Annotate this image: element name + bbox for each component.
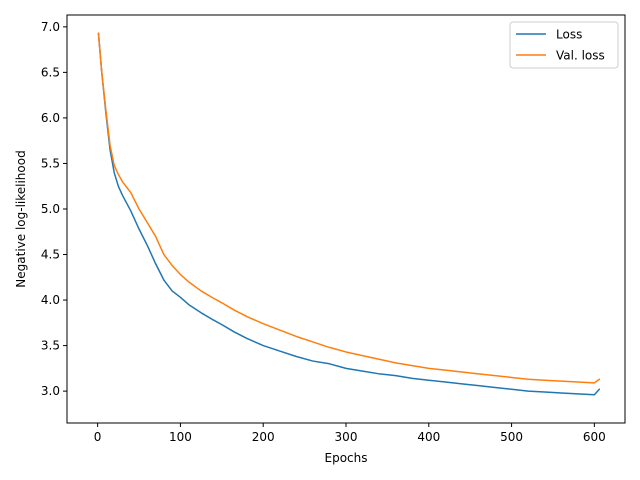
x-tick-label: 400 [417, 430, 440, 444]
x-axis-label: Epochs [325, 451, 368, 465]
series-line-loss [97, 32, 601, 396]
series-layer [97, 32, 601, 396]
plot-area [67, 15, 625, 423]
y-axis-ticks: 3.0 3.5 4.0 4.5 5.0 5.5 6.0 6.5 7.0 [41, 20, 67, 398]
x-tick-label: 500 [500, 430, 523, 444]
x-tick-label: 200 [252, 430, 275, 444]
y-tick-label: 4.5 [41, 248, 60, 262]
x-tick-label: 0 [94, 430, 102, 444]
plot-frame [66, 14, 626, 424]
series-line-val-loss [97, 32, 601, 384]
x-tick-label: 600 [583, 430, 606, 444]
y-tick-label: 4.0 [41, 293, 60, 307]
y-tick-label: 6.5 [41, 65, 60, 79]
y-tick-label: 5.5 [41, 156, 60, 170]
y-tick-label: 6.0 [41, 111, 60, 125]
x-tick-label: 300 [335, 430, 358, 444]
y-tick-label: 7.0 [41, 20, 60, 34]
y-axis-label: Negative log-likelihood [14, 150, 28, 287]
y-tick-label: 3.5 [41, 339, 60, 353]
legend-label-val-loss: Val. loss [556, 49, 605, 63]
x-axis-ticks: 0 100 200 300 400 500 600 [94, 423, 606, 444]
legend-label-loss: Loss [556, 28, 582, 42]
y-tick-label: 5.0 [41, 202, 60, 216]
x-tick-label: 100 [169, 430, 192, 444]
legend: Loss Val. loss [509, 21, 619, 69]
y-tick-label: 3.0 [41, 384, 60, 398]
